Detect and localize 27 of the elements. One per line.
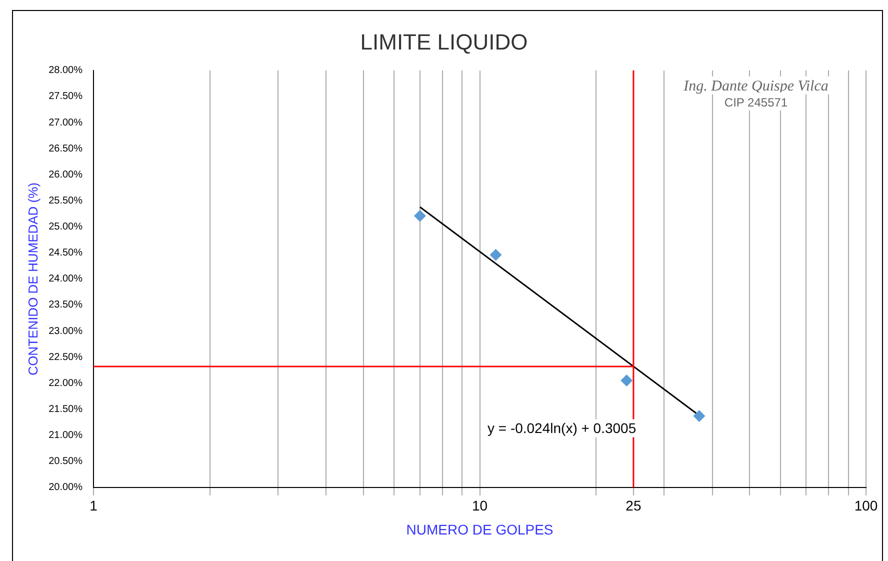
y-tick-label: 27.00% <box>48 117 83 128</box>
x-tick-label: 100 <box>854 498 878 514</box>
x-tick-label: 10 <box>472 498 488 514</box>
y-tick-label: 22.00% <box>48 378 83 389</box>
y-tick-label: 21.00% <box>48 430 83 442</box>
annotation: CIP 245571 <box>724 95 788 110</box>
y-axis-title: CONTENIDO DE HUMEDAD (%) <box>25 182 40 376</box>
y-tick-label: 24.50% <box>48 248 83 259</box>
y-tick-label: 28.00% <box>48 65 83 76</box>
annotation: Ing. Dante Quispe Vilca <box>682 78 828 94</box>
y-tick-label: 20.00% <box>48 482 83 494</box>
y-tick-label: 27.50% <box>48 91 83 102</box>
y-tick-label: 22.50% <box>48 352 83 363</box>
y-tick-label: 23.50% <box>48 300 83 311</box>
y-tick-label: 24.00% <box>48 274 83 285</box>
chart-title: LIMITE LIQUIDO <box>360 29 528 54</box>
y-tick-label: 20.50% <box>48 456 83 468</box>
y-tick-label: 21.50% <box>48 404 83 415</box>
x-tick-label: 25 <box>626 498 642 514</box>
y-tick-label: 23.00% <box>48 326 83 337</box>
y-tick-label: 25.50% <box>48 195 83 206</box>
y-tick-label: 26.00% <box>48 169 83 180</box>
annotation: y = -0.024ln(x) + 0.3005 <box>487 420 636 436</box>
x-axis-title: NUMERO DE GOLPES <box>406 521 554 538</box>
x-tick-label: 1 <box>90 498 98 514</box>
y-tick-label: 25.00% <box>48 222 83 233</box>
y-tick-label: 26.50% <box>48 143 83 154</box>
